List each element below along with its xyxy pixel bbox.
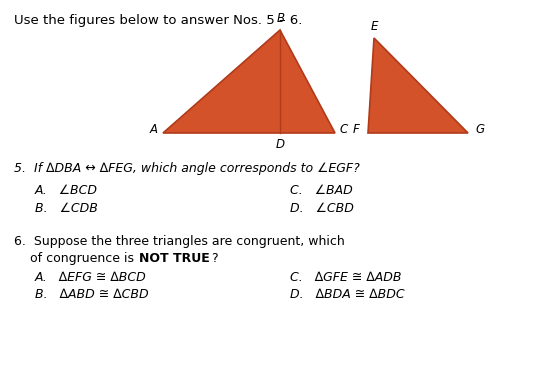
Text: 6.  Suppose the three triangles are congruent, which: 6. Suppose the three triangles are congr…: [14, 235, 345, 248]
Text: B: B: [277, 11, 285, 25]
Text: of congruence is: of congruence is: [14, 252, 138, 265]
Text: C: C: [340, 124, 348, 136]
Text: A.   ∠BCD: A. ∠BCD: [35, 184, 98, 197]
Text: B.   ∆ABD ≅ ∆CBD: B. ∆ABD ≅ ∆CBD: [35, 288, 148, 301]
Text: G: G: [475, 124, 484, 136]
Polygon shape: [163, 30, 335, 133]
Text: D.   ∠CBD: D. ∠CBD: [290, 202, 354, 215]
Text: A: A: [150, 124, 158, 136]
Text: B.   ∠CDB: B. ∠CDB: [35, 202, 98, 215]
Text: 5.  If ∆DBA ↔ ∆FEG, which angle corresponds to ∠EGF?: 5. If ∆DBA ↔ ∆FEG, which angle correspon…: [14, 162, 360, 175]
Text: Use the figures below to answer Nos. 5 – 6.: Use the figures below to answer Nos. 5 –…: [14, 14, 302, 27]
Polygon shape: [368, 38, 468, 133]
Text: ?: ?: [211, 252, 218, 265]
Text: A.   ∆EFG ≅ ∆BCD: A. ∆EFG ≅ ∆BCD: [35, 271, 147, 284]
Text: D: D: [276, 138, 284, 151]
Text: C.   ∆GFE ≅ ∆ADB: C. ∆GFE ≅ ∆ADB: [290, 271, 402, 284]
Text: D.   ∆BDA ≅ ∆BDC: D. ∆BDA ≅ ∆BDC: [290, 288, 405, 301]
Text: F: F: [353, 124, 360, 136]
Text: E: E: [370, 20, 377, 32]
Text: C.   ∠BAD: C. ∠BAD: [290, 184, 353, 197]
Text: NOT TRUE: NOT TRUE: [139, 252, 210, 265]
